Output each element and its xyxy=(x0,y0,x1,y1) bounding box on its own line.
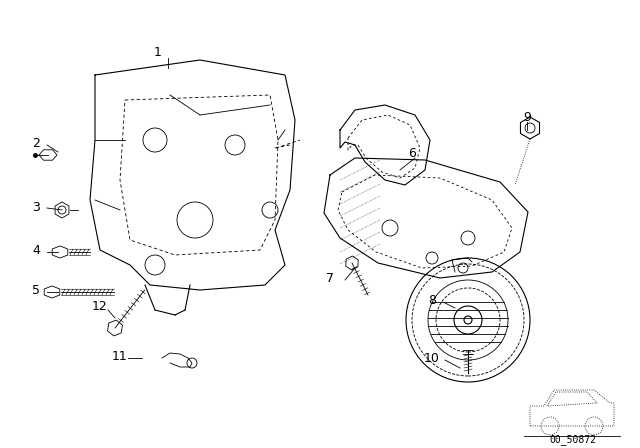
Text: 11: 11 xyxy=(112,349,128,362)
Text: 00_50872: 00_50872 xyxy=(550,435,596,445)
Text: 7: 7 xyxy=(326,271,334,284)
Text: 1: 1 xyxy=(154,46,162,59)
Text: 3: 3 xyxy=(32,201,40,214)
Text: 6: 6 xyxy=(408,146,416,159)
Text: 9: 9 xyxy=(523,111,531,124)
Text: 5: 5 xyxy=(32,284,40,297)
Text: 4: 4 xyxy=(32,244,40,257)
Text: 12: 12 xyxy=(92,300,108,313)
Text: 10: 10 xyxy=(424,352,440,365)
Text: 2: 2 xyxy=(32,137,40,150)
Text: 8: 8 xyxy=(428,293,436,306)
